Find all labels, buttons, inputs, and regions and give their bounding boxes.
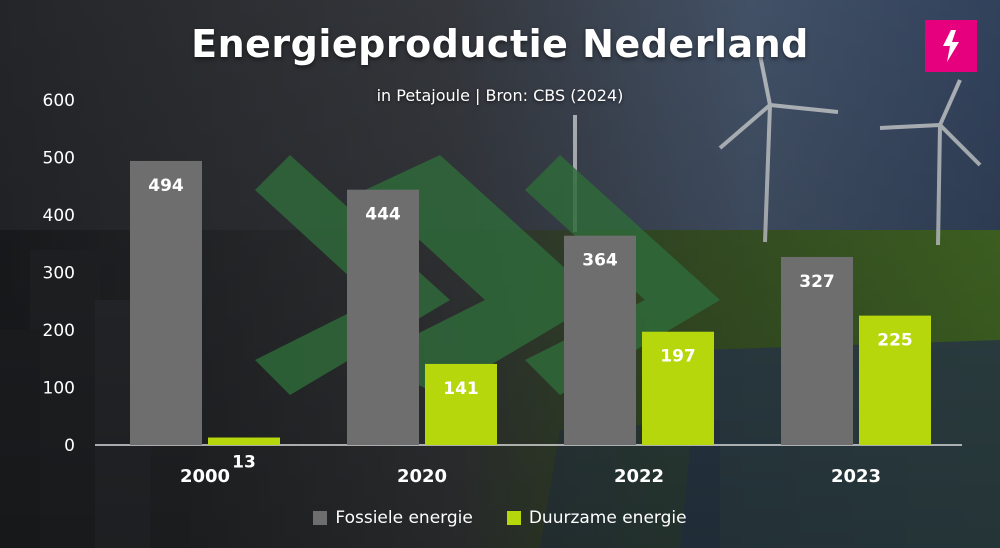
legend-swatch-renewable (506, 511, 521, 525)
y-tick-label: 500 (43, 149, 75, 169)
chart-subtitle: in Petajoule | Bron: CBS (2024) (376, 86, 624, 105)
lightning-bolt-icon (943, 30, 959, 62)
data-label: 494 (148, 176, 184, 196)
y-tick-label: 600 (43, 91, 75, 111)
x-tick-label: 2020 (397, 466, 447, 487)
data-label: 364 (582, 251, 618, 271)
bar-renewable (208, 437, 280, 445)
bar-fossil (347, 189, 419, 445)
legend-label-fossil: Fossiele energie (335, 508, 473, 528)
legend-swatch-fossil (313, 511, 328, 525)
y-tick-label: 100 (43, 379, 75, 399)
data-label: 327 (799, 272, 835, 292)
bar-fossil (781, 256, 853, 445)
bar-fossil (130, 160, 202, 445)
bar-renewable (859, 315, 931, 445)
y-tick-label: 300 (43, 264, 75, 284)
bar-renewable (425, 363, 497, 445)
data-label: 444 (365, 205, 401, 225)
legend-item-renewable: Duurzame energie (506, 508, 687, 528)
data-label: 197 (660, 347, 696, 367)
x-tick-label: 2022 (614, 466, 664, 487)
chart-legend: Fossiele energie Duurzame energie (0, 508, 1000, 528)
legend-item-fossil: Fossiele energie (313, 508, 473, 528)
legend-label-renewable: Duurzame energie (528, 508, 687, 528)
bar-fossil (564, 235, 636, 445)
data-label: 225 (877, 331, 913, 351)
data-label: 141 (443, 379, 479, 399)
bar-renewable (642, 331, 714, 445)
y-tick-label: 0 (64, 436, 75, 456)
brand-logo (925, 20, 977, 72)
y-tick-label: 200 (43, 321, 75, 341)
data-label: 13 (232, 453, 256, 473)
y-tick-label: 400 (43, 206, 75, 226)
chart-title: Energieproductie Nederland (191, 22, 809, 66)
x-tick-label: 2000 (180, 466, 230, 487)
x-tick-label: 2023 (831, 466, 881, 487)
